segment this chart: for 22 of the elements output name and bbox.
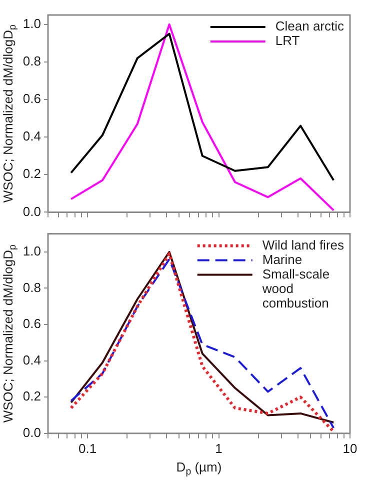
y-tick-label: 0.0 xyxy=(22,424,41,440)
y-axis-title: WSOC; Normalized dM/dlogDp xyxy=(0,244,19,423)
y-tick-label: 0.2 xyxy=(22,166,41,182)
y-tick-label: 0.6 xyxy=(22,316,41,332)
legend-label: LRT xyxy=(275,33,300,48)
y-tick-label: 0.6 xyxy=(22,91,41,106)
x-tick-label: 10 xyxy=(342,440,358,456)
y-tick-label: 0.2 xyxy=(22,388,41,404)
x-tick-label: 1 xyxy=(215,440,222,456)
x-tick-label: 0.1 xyxy=(78,440,97,456)
y-tick-label: 0.0 xyxy=(22,204,41,219)
legend-label: Small-scale wood combustion xyxy=(261,266,330,310)
legend-label: Clean arctic xyxy=(275,18,344,34)
y-tick-label: 1.0 xyxy=(22,244,41,259)
y-axis-title: WSOC; Normalized dM/dlogDp xyxy=(0,24,19,203)
y-tick-label: 0.8 xyxy=(22,54,41,69)
y-tick-label: 0.8 xyxy=(22,280,41,295)
y-tick-label: 0.4 xyxy=(22,352,41,368)
y-tick-label: 0.4 xyxy=(22,128,41,144)
legend-label: Marine xyxy=(262,252,302,267)
y-tick-label: 1.0 xyxy=(22,16,41,31)
legend-label: Wild land fires xyxy=(262,237,344,252)
